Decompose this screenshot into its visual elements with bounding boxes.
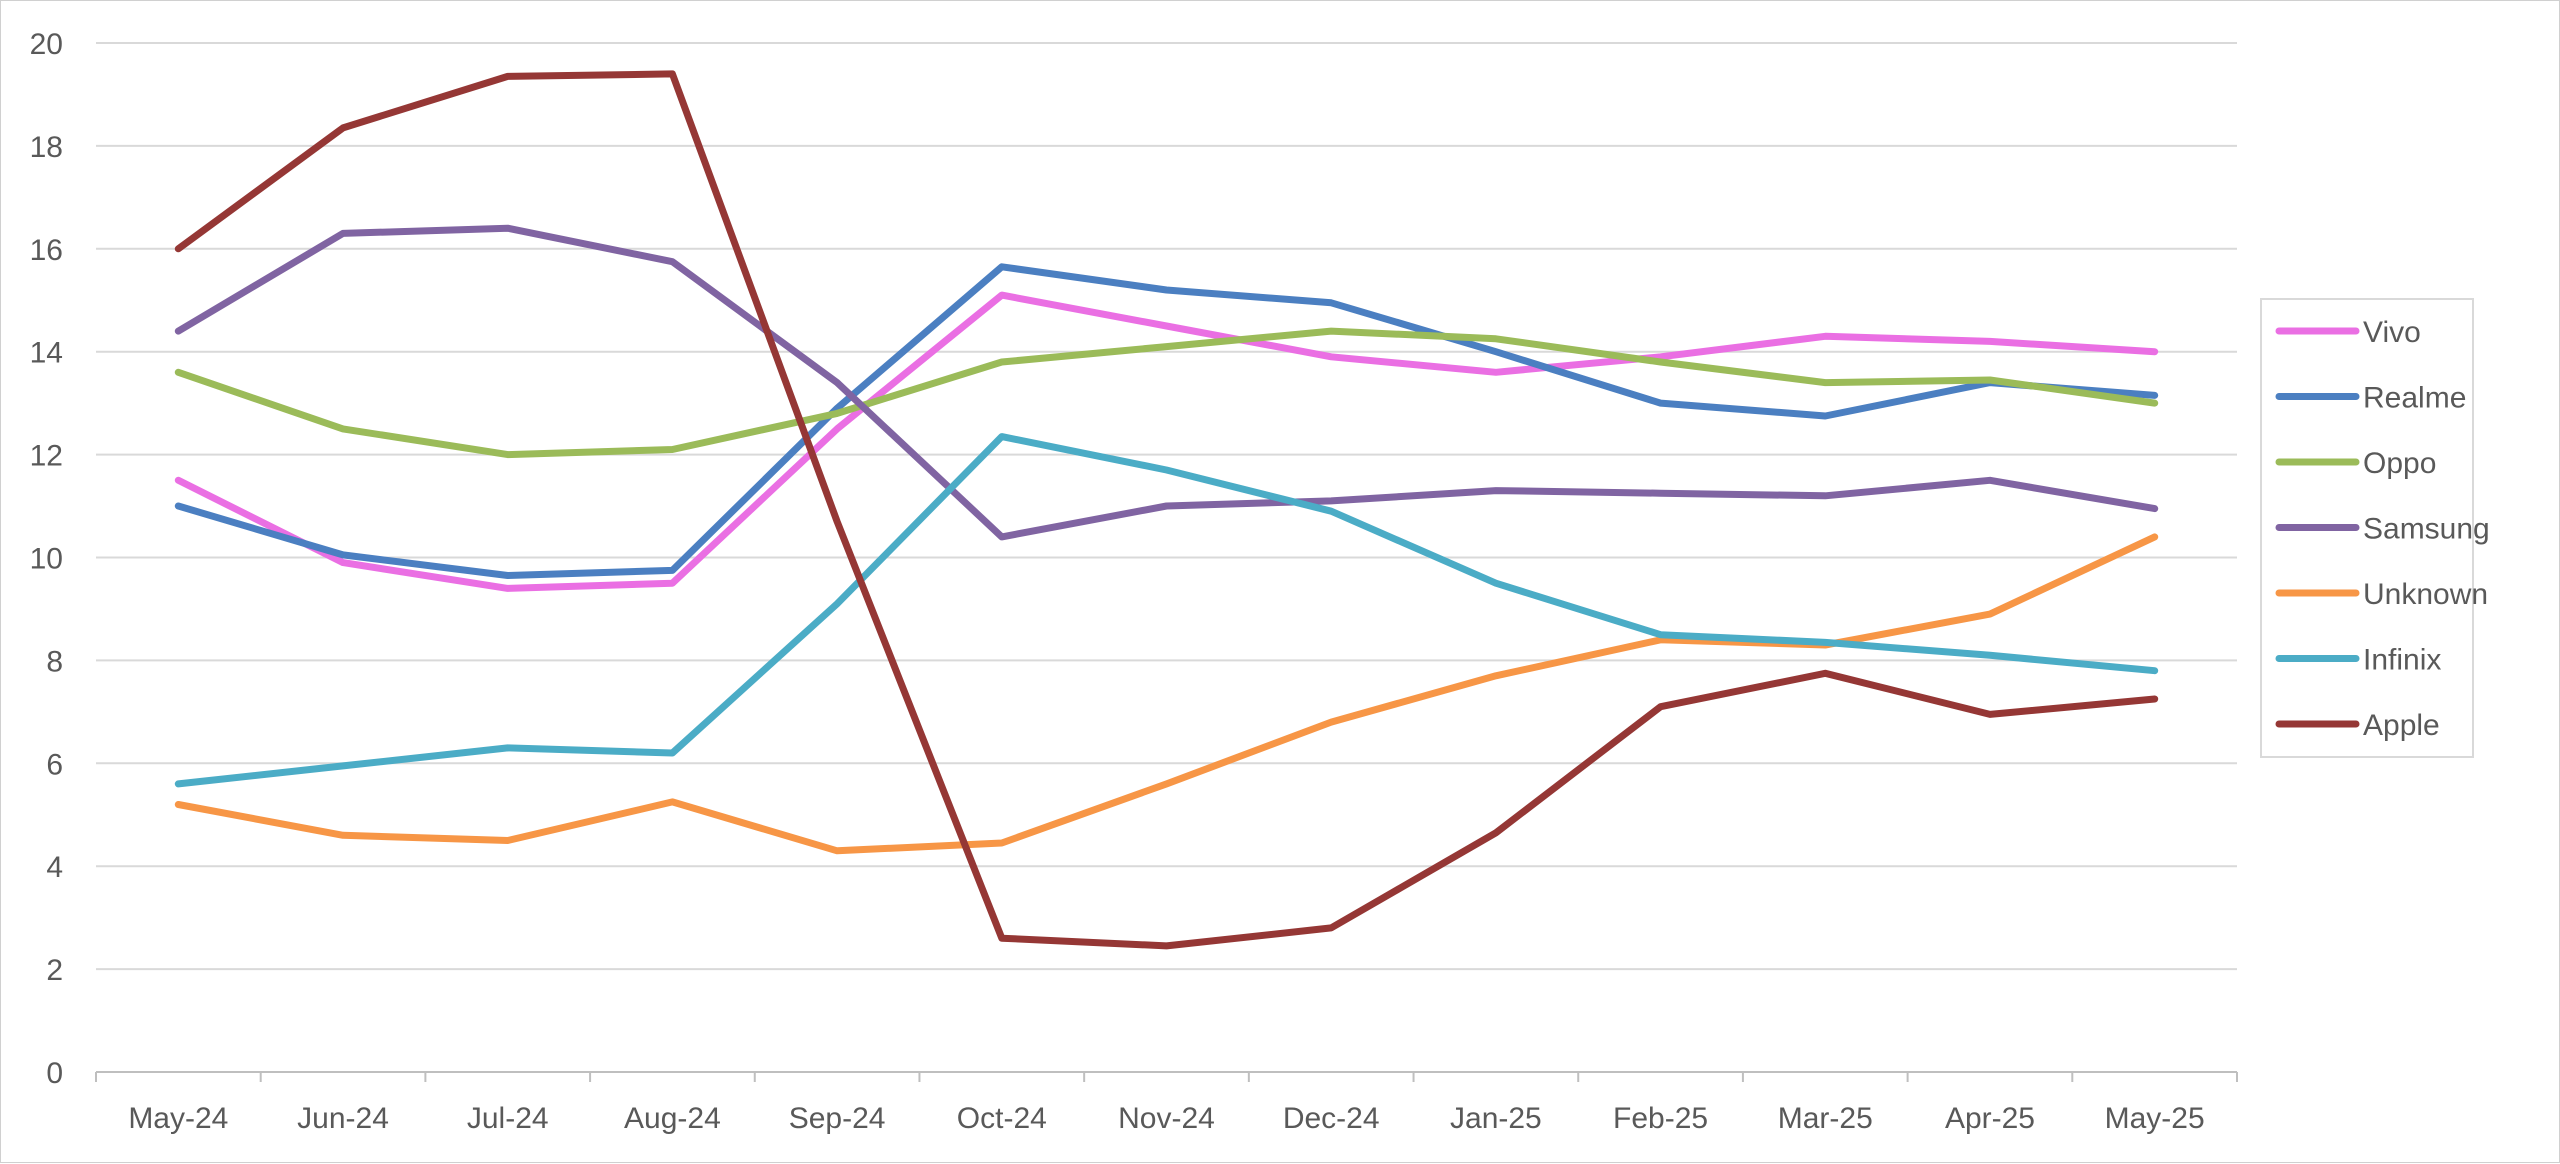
y-axis-tick-labels: 0 2 4 6 8 10 12 14 16 18 20 <box>30 28 63 1090</box>
legend-label-vivo: Vivo <box>2363 316 2421 349</box>
legend-label-infinix: Infinix <box>2363 644 2441 677</box>
y-tick-label: 14 <box>30 337 63 370</box>
legend-label-realme: Realme <box>2363 382 2466 415</box>
legend: Vivo Realme Oppo Samsung Unknown Infinix Apple <box>2260 298 2490 758</box>
series-line-vivo <box>174 291 2159 592</box>
x-tick-label: Mar-25 <box>1778 1102 1873 1135</box>
x-tick-label: Sep-24 <box>789 1102 886 1135</box>
series-line-infinix <box>174 433 2159 788</box>
y-tick-label: 6 <box>46 748 63 781</box>
x-axis <box>95 1071 2238 1082</box>
series-line-samsung <box>174 224 2159 541</box>
x-tick-label: Feb-25 <box>1613 1102 1708 1135</box>
x-tick-label: Dec-24 <box>1283 1102 1380 1135</box>
y-tick-label: 18 <box>30 131 63 164</box>
x-tick-label: Jul-24 <box>467 1102 549 1135</box>
x-tick-label: Jan-25 <box>1450 1102 1542 1135</box>
y-tick-label: 16 <box>30 234 63 267</box>
x-tick-label: Nov-24 <box>1118 1102 1215 1135</box>
legend-label-apple: Apple <box>2363 709 2440 742</box>
legend-label-oppo: Oppo <box>2363 447 2436 480</box>
y-tick-label: 0 <box>46 1057 63 1090</box>
series-line-apple <box>174 70 2159 950</box>
x-tick-label: May-25 <box>2105 1102 2205 1135</box>
y-tick-label: 20 <box>30 28 63 61</box>
y-tick-label: 10 <box>30 543 63 576</box>
y-tick-label: 2 <box>46 954 63 987</box>
legend-label-samsung: Samsung <box>2363 513 2490 546</box>
x-axis-tick-labels: May-24 Jun-24 Jul-24 Aug-24 Sep-24 Oct-24 Nov-… <box>128 1102 2204 1135</box>
series-line-oppo <box>174 327 2159 459</box>
series-line-realme <box>174 263 2159 579</box>
series-lines <box>174 70 2159 950</box>
x-tick-label: Aug-24 <box>624 1102 721 1135</box>
legend-label-unknown: Unknown <box>2363 578 2488 611</box>
y-tick-label: 8 <box>46 645 63 678</box>
x-tick-label: May-24 <box>128 1102 228 1135</box>
y-tick-label: 12 <box>30 440 63 473</box>
x-tick-label: Apr-25 <box>1945 1102 2035 1135</box>
gridlines <box>96 42 2237 971</box>
x-tick-label: Oct-24 <box>957 1102 1047 1135</box>
x-tick-label: Jun-24 <box>297 1102 389 1135</box>
y-tick-label: 4 <box>46 851 63 884</box>
